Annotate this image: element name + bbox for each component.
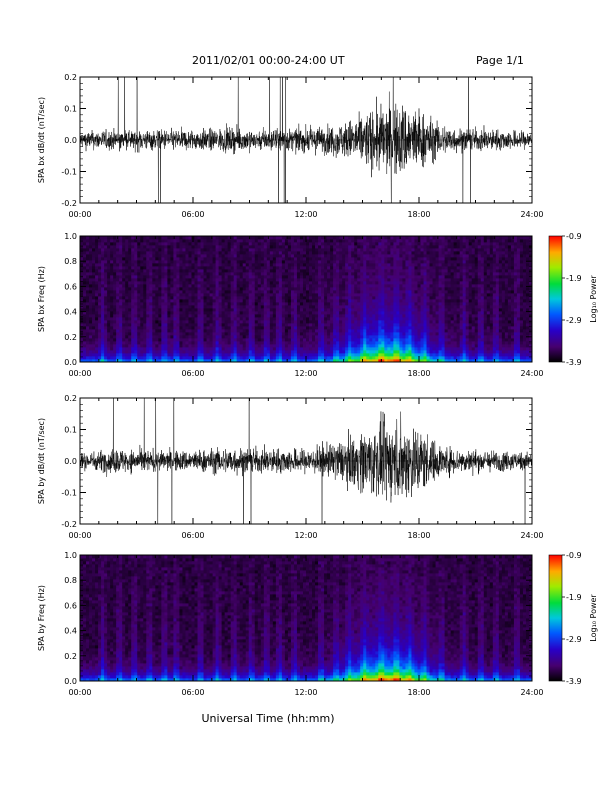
- y-tick-label: 0.1: [64, 105, 77, 114]
- y-tick-label: 0.2: [64, 73, 77, 82]
- colorbar-tick-label: -0.9: [566, 232, 582, 241]
- x-tick-label: 06:00: [181, 531, 204, 540]
- spectrogram: [80, 555, 533, 682]
- x-tick-label: 24:00: [520, 210, 543, 219]
- header-date-range: 2011/02/01 00:00-24:00 UT: [192, 54, 345, 67]
- colorbar-tick-label: -2.9: [566, 635, 582, 644]
- colorbar-tick-label: -1.9: [566, 593, 582, 602]
- y-tick-label: 1.0: [64, 551, 77, 560]
- y-tick-label: 0.2: [64, 333, 77, 342]
- y-tick-label: 0.2: [64, 394, 77, 403]
- y-tick-label: 0.0: [64, 358, 77, 367]
- y-tick-label: 0.6: [64, 601, 77, 610]
- colorbar-tick-label: -3.9: [566, 677, 582, 686]
- y-tick-label: 0.2: [64, 652, 77, 661]
- x-tick-label: 24:00: [520, 369, 543, 378]
- spectrogram: [80, 236, 533, 363]
- y-tick-label: 0.0: [64, 457, 77, 466]
- y-tick-label: 0.4: [64, 308, 77, 317]
- y-axis-label: SPA by Freq (Hz): [37, 585, 46, 651]
- x-tick-label: 00:00: [68, 688, 91, 697]
- x-tick-label: 00:00: [68, 531, 91, 540]
- y-tick-label: 0.0: [64, 677, 77, 686]
- x-tick-label: 18:00: [407, 369, 430, 378]
- series-line: [80, 398, 532, 524]
- y-tick-label: 0.8: [64, 257, 77, 266]
- y-tick-label: 1.0: [64, 232, 77, 241]
- y-tick-label: 0.4: [64, 627, 77, 636]
- x-tick-label: 00:00: [68, 210, 91, 219]
- colorbar: [548, 235, 563, 363]
- y-tick-label: 0.1: [64, 426, 77, 435]
- y-axis-label: SPA bx Freq (Hz): [37, 266, 46, 332]
- colorbar: [548, 554, 563, 682]
- colorbar-label: Log₁₀ Power: [589, 594, 598, 642]
- x-tick-label: 18:00: [407, 531, 430, 540]
- x-axis-label: Universal Time (hh:mm): [202, 712, 335, 725]
- y-tick-label: -0.2: [61, 199, 77, 208]
- x-tick-label: 12:00: [294, 688, 317, 697]
- colorbar-label: Log₁₀ Power: [589, 275, 598, 323]
- y-tick-label: -0.1: [61, 489, 77, 498]
- y-axis-label: SPA bx dB/dt (nT/sec): [37, 97, 46, 183]
- y-tick-label: 0.0: [64, 136, 77, 145]
- y-tick-label: 0.6: [64, 282, 77, 291]
- x-tick-label: 06:00: [181, 210, 204, 219]
- colorbar-tick-label: -0.9: [566, 551, 582, 560]
- x-tick-label: 12:00: [294, 210, 317, 219]
- colorbar-tick-label: -3.9: [566, 358, 582, 367]
- y-axis-label: SPA by dB/dt (nT/sec): [37, 418, 46, 504]
- x-tick-label: 00:00: [68, 369, 91, 378]
- x-tick-label: 06:00: [181, 369, 204, 378]
- header-page: Page 1/1: [476, 54, 524, 67]
- y-tick-label: -0.1: [61, 168, 77, 177]
- y-tick-label: 0.8: [64, 576, 77, 585]
- x-tick-label: 06:00: [181, 688, 204, 697]
- x-tick-label: 12:00: [294, 369, 317, 378]
- x-tick-label: 18:00: [407, 688, 430, 697]
- y-tick-label: -0.2: [61, 520, 77, 529]
- x-tick-label: 24:00: [520, 531, 543, 540]
- x-tick-label: 24:00: [520, 688, 543, 697]
- colorbar-tick-label: -1.9: [566, 274, 582, 283]
- x-tick-label: 12:00: [294, 531, 317, 540]
- series-line: [80, 77, 532, 203]
- colorbar-tick-label: -2.9: [566, 316, 582, 325]
- x-tick-label: 18:00: [407, 210, 430, 219]
